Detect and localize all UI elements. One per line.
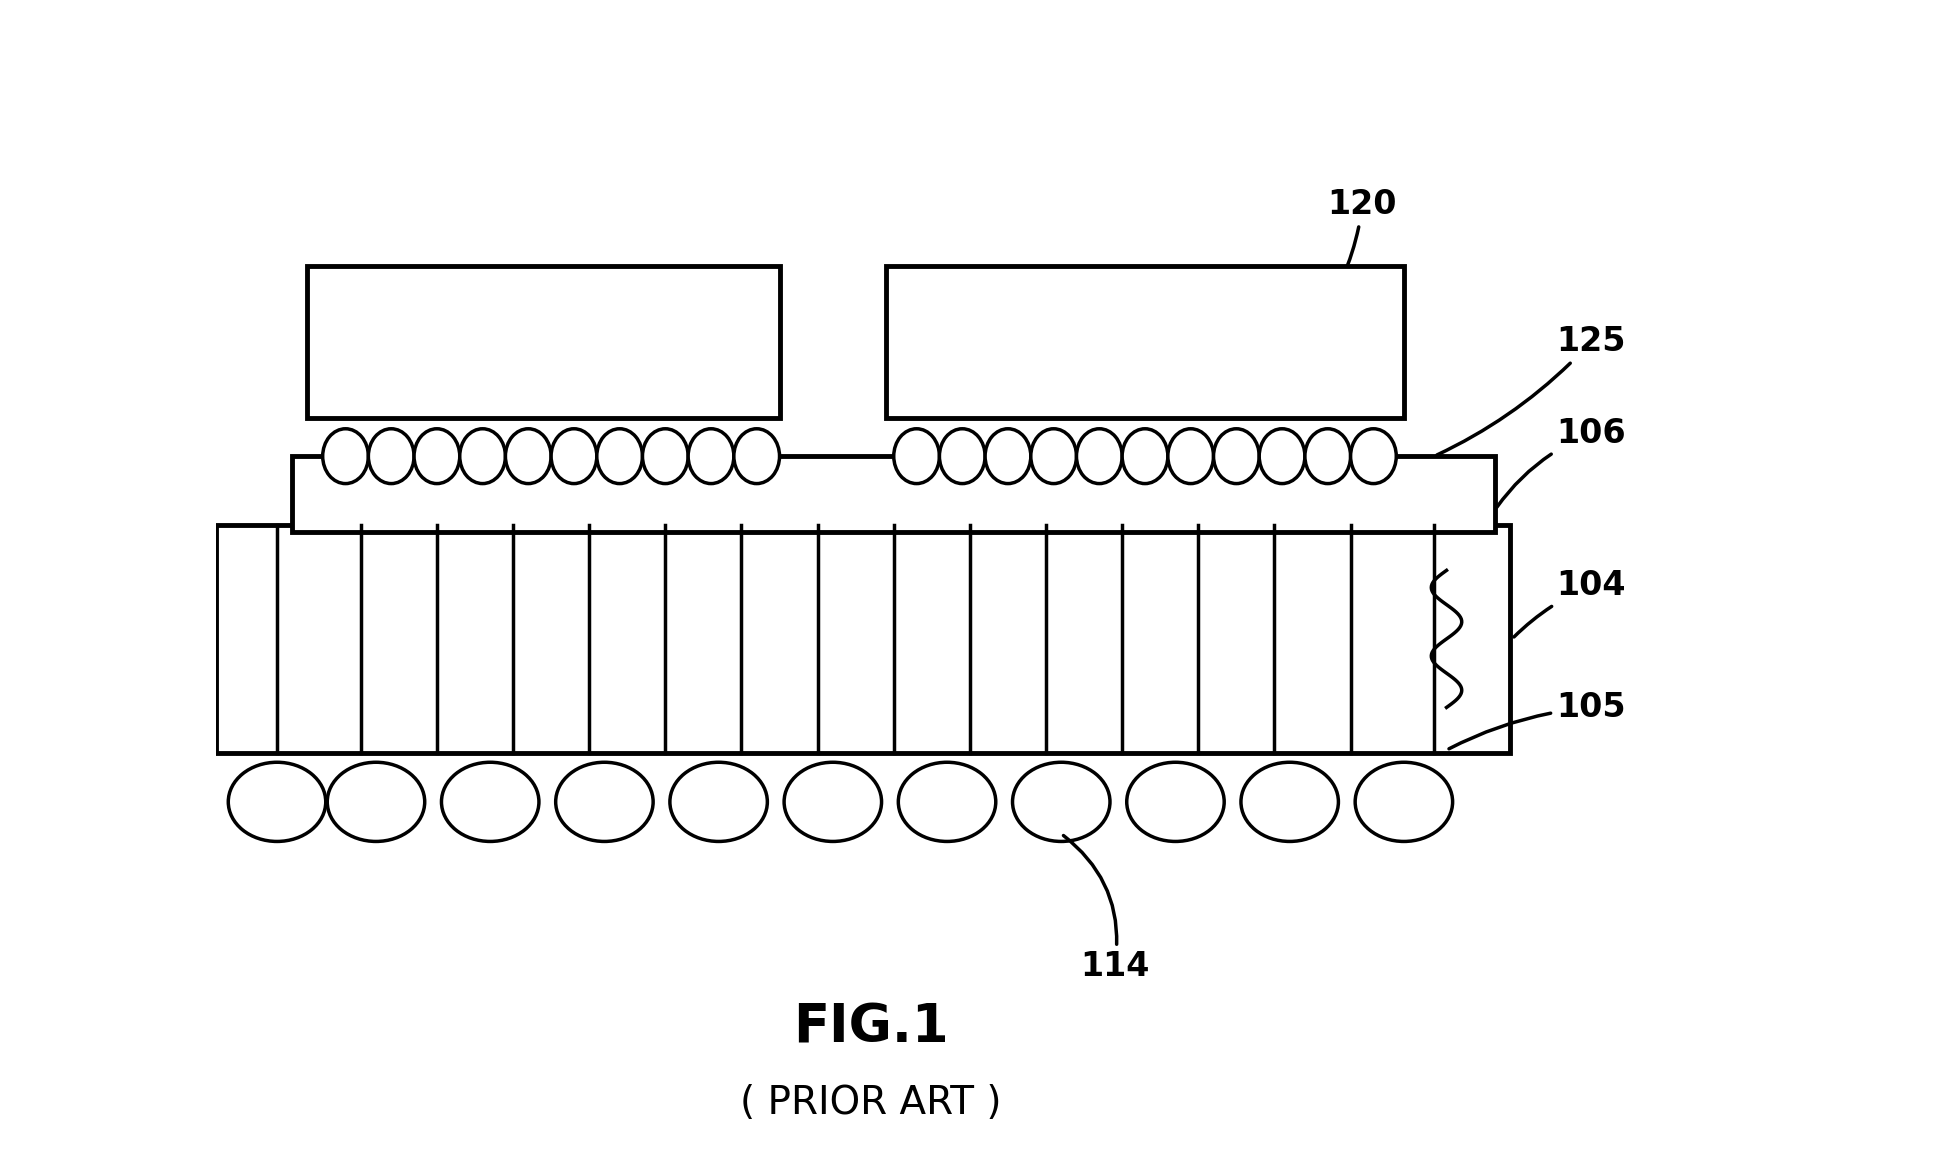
Ellipse shape	[1167, 429, 1214, 483]
Ellipse shape	[368, 429, 414, 483]
Ellipse shape	[897, 762, 995, 842]
Ellipse shape	[733, 429, 780, 483]
Bar	[307, 266, 780, 418]
Bar	[291, 457, 1496, 532]
Ellipse shape	[1126, 762, 1224, 842]
Ellipse shape	[1077, 429, 1122, 483]
Ellipse shape	[1214, 429, 1259, 483]
Ellipse shape	[1122, 429, 1167, 483]
Ellipse shape	[688, 429, 733, 483]
Ellipse shape	[643, 429, 688, 483]
Bar	[886, 266, 1404, 418]
Ellipse shape	[1241, 762, 1339, 842]
Text: FIG.1: FIG.1	[794, 1001, 948, 1053]
Bar	[217, 525, 1511, 753]
Ellipse shape	[459, 429, 506, 483]
Text: 114: 114	[1064, 836, 1150, 983]
Ellipse shape	[555, 762, 653, 842]
Ellipse shape	[1351, 429, 1396, 483]
Ellipse shape	[940, 429, 985, 483]
Ellipse shape	[229, 762, 326, 842]
Ellipse shape	[1030, 429, 1077, 483]
Ellipse shape	[596, 429, 643, 483]
Ellipse shape	[326, 762, 424, 842]
Ellipse shape	[442, 762, 540, 842]
Ellipse shape	[893, 429, 940, 483]
Ellipse shape	[1013, 762, 1110, 842]
Ellipse shape	[671, 762, 768, 842]
Text: ( PRIOR ART ): ( PRIOR ART )	[741, 1084, 1001, 1122]
Ellipse shape	[551, 429, 596, 483]
Ellipse shape	[506, 429, 551, 483]
Ellipse shape	[323, 429, 368, 483]
Text: 106: 106	[1498, 417, 1627, 507]
Ellipse shape	[1355, 762, 1453, 842]
Text: 125: 125	[1437, 326, 1627, 455]
Text: 104: 104	[1513, 569, 1627, 637]
Ellipse shape	[784, 762, 882, 842]
Ellipse shape	[985, 429, 1030, 483]
Ellipse shape	[414, 429, 459, 483]
Ellipse shape	[1259, 429, 1304, 483]
Text: 105: 105	[1449, 691, 1627, 749]
Ellipse shape	[1304, 429, 1351, 483]
Text: 120: 120	[1239, 188, 1398, 390]
